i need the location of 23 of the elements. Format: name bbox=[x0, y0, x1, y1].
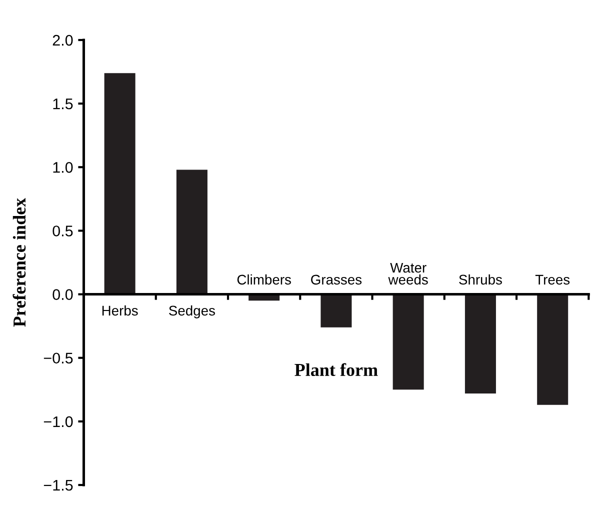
x-tick-label: Climbers bbox=[237, 274, 291, 285]
y-axis-title: Preference index bbox=[12, 198, 26, 327]
y-tick-label: 0.5 bbox=[52, 226, 73, 236]
x-tick-label: Trees bbox=[535, 274, 570, 285]
y-tick-label: 1.5 bbox=[53, 98, 73, 110]
x-axis-title: Plant form bbox=[294, 363, 378, 376]
x-tick-label: Shrubs bbox=[459, 274, 502, 285]
bar bbox=[320, 294, 352, 328]
y-tick-label: 2.0 bbox=[52, 34, 73, 46]
y-tick-label: −1.0 bbox=[44, 416, 73, 428]
y-tick-label: −0.5 bbox=[44, 352, 73, 364]
x-tick-label: Herbs bbox=[102, 305, 138, 316]
bar bbox=[392, 294, 424, 390]
y-tick-label: 0.0 bbox=[52, 289, 73, 300]
x-tick-label: Sedges bbox=[169, 305, 215, 318]
bar bbox=[537, 294, 568, 405]
y-tick-label: 1.0 bbox=[53, 162, 73, 173]
bar bbox=[104, 73, 136, 294]
y-tick-label: −1.5 bbox=[44, 480, 73, 491]
x-tick-label: Water weeds bbox=[388, 262, 428, 285]
bar bbox=[464, 294, 496, 394]
bar bbox=[176, 170, 208, 294]
x-tick-label: Grasses bbox=[311, 274, 362, 285]
